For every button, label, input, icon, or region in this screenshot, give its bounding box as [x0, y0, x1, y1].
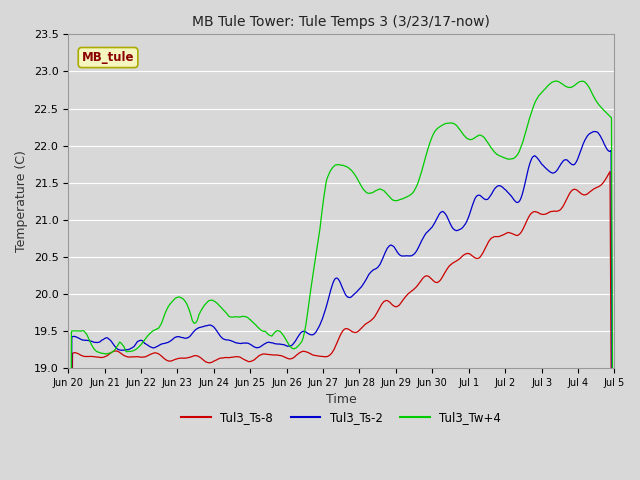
- Text: MB_tule: MB_tule: [82, 51, 134, 64]
- X-axis label: Time: Time: [326, 394, 356, 407]
- Title: MB Tule Tower: Tule Temps 3 (3/23/17-now): MB Tule Tower: Tule Temps 3 (3/23/17-now…: [193, 15, 490, 29]
- Legend: Tul3_Ts-8, Tul3_Ts-2, Tul3_Tw+4: Tul3_Ts-8, Tul3_Ts-2, Tul3_Tw+4: [177, 407, 506, 429]
- Y-axis label: Temperature (C): Temperature (C): [15, 150, 28, 252]
